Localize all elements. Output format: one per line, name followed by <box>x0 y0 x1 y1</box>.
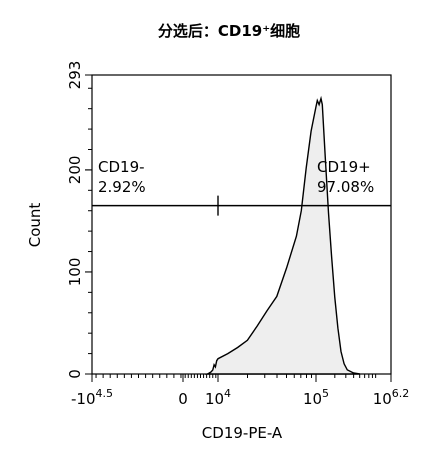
gate-left-name: CD19- <box>98 158 145 176</box>
x-axis: -104.5 0 104 105 106.2 <box>71 374 409 408</box>
y-axis: 0 100 200 293 <box>66 61 92 379</box>
x-tick-label: -104.5 <box>71 387 113 408</box>
gate-right-percent: 97.08% <box>317 178 374 196</box>
y-tick-label: 0 <box>66 369 84 379</box>
x-tick-label: 105 <box>303 387 329 408</box>
plot-area <box>91 74 392 375</box>
gate-right-name: CD19+ <box>317 158 371 176</box>
y-tick-label: 200 <box>66 156 84 185</box>
x-tick-label: 104 <box>205 387 231 408</box>
x-tick-label: 106.2 <box>373 387 410 408</box>
y-axis-label: Count <box>26 203 44 248</box>
y-tick-label: 100 <box>66 258 84 287</box>
x-axis-label: CD19-PE-A <box>202 424 283 442</box>
gate-left-percent: 2.92% <box>98 178 146 196</box>
x-tick-label: 0 <box>178 390 188 408</box>
y-tick-label: 293 <box>66 61 84 90</box>
histogram-series <box>204 95 360 375</box>
chart-title: 分选后：CD19⁺细胞 <box>158 22 300 40</box>
